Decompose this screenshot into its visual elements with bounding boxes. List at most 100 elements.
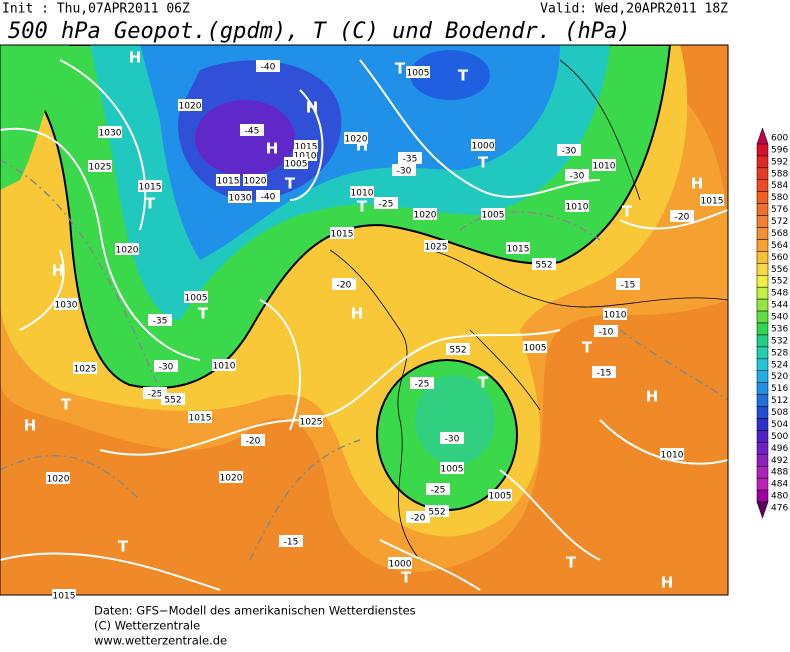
label-box: [332, 278, 356, 290]
contour-label: 1015: [295, 143, 318, 153]
contour-label: 552: [449, 346, 466, 356]
contour-label: 1030: [55, 301, 78, 311]
contour-label: 1005: [407, 69, 430, 79]
contour-label: -10: [599, 328, 614, 338]
contour-label: 1020: [179, 102, 202, 112]
colorbar-label: 508: [771, 408, 788, 418]
colorbar-box: [756, 179, 769, 192]
contour-label: 552: [164, 396, 181, 406]
colorbar-label: 476: [771, 504, 788, 514]
colorbar-box: [756, 418, 769, 431]
contour-label: 1005: [524, 344, 547, 354]
pressure-center: H: [266, 140, 279, 158]
contour-label: -15: [597, 369, 612, 379]
pressure-center: H: [351, 305, 364, 323]
pressure-center: T: [61, 396, 72, 414]
colorbar-label: 540: [771, 313, 788, 323]
pressure-center: H: [661, 574, 674, 592]
contour-label: 552: [535, 261, 552, 271]
label-box: [446, 343, 470, 355]
contour-label: -25: [379, 200, 394, 210]
contour-label: 1015: [331, 230, 354, 240]
colorbar-label: 584: [771, 181, 788, 191]
colorbar-box: [756, 406, 769, 419]
label-box: [52, 589, 76, 601]
contour-label: 1025: [425, 243, 448, 253]
label-box: [557, 144, 581, 156]
colorbar-label: 488: [771, 468, 788, 478]
map-frame: [0, 44, 729, 596]
footer-source: Daten: GFS−Modell des amerikanischen Wet…: [94, 604, 416, 618]
label-box: [392, 164, 416, 176]
colorbar-box: [756, 143, 769, 157]
label-box: [506, 242, 530, 254]
label-box: [243, 174, 267, 186]
label-box: [603, 308, 627, 320]
label-box: [188, 411, 212, 423]
contour-label: 1005: [285, 160, 308, 170]
colorbar-box: [756, 489, 769, 503]
contour-label: 1025: [74, 365, 97, 375]
contour-label: 1005: [441, 465, 464, 475]
map-title: 500 hPa Geopot.(gpdm), T (C) und Bodendr…: [8, 19, 631, 44]
label-box: [592, 366, 616, 378]
contour-label: -20: [337, 281, 352, 291]
pressure-center: H: [646, 388, 659, 406]
pressure-center: T: [198, 305, 209, 323]
label-box: [228, 191, 252, 203]
colorbar-label: 552: [771, 277, 788, 287]
colorbar-label: 588: [771, 169, 788, 179]
colorbar-label: 556: [771, 265, 788, 275]
colorbar-box: [756, 298, 769, 312]
label-box: [330, 227, 354, 239]
colorbar-box: [756, 346, 769, 360]
label-box: [184, 291, 208, 303]
label-box: [115, 243, 139, 255]
colorbar-label: 492: [771, 456, 788, 466]
contour-label: -45: [245, 127, 260, 137]
label-box: [212, 359, 236, 371]
label-box: [440, 432, 464, 444]
footer-url: www.wetterzentrale.de: [94, 634, 227, 648]
colorbar-label: 544: [771, 301, 788, 311]
contour-label: -20: [411, 514, 426, 524]
footer-copyright: (C) Wetterzentrale: [94, 619, 200, 633]
valid-time: Valid: Wed,20APR2011 18Z: [540, 2, 728, 17]
contour-label: 1015: [701, 197, 724, 207]
colorbar-box: [756, 191, 769, 204]
contour-label: -30: [397, 167, 412, 177]
colorbar-box: [756, 167, 769, 181]
contour-label: 1025: [89, 163, 112, 173]
pressure-center: T: [357, 198, 368, 216]
label-box: [148, 314, 172, 326]
contour-label: 1020: [244, 177, 267, 187]
colorbar-box: [756, 215, 769, 228]
contour-label: 1005: [489, 492, 512, 502]
pressure-center: T: [145, 195, 156, 213]
label-box: [46, 472, 70, 484]
pressure-center: T: [566, 554, 577, 572]
contour-label: -25: [431, 486, 446, 496]
contour-label: -30: [159, 363, 174, 373]
label-box: [471, 139, 495, 151]
colorbar-label: 484: [771, 480, 788, 490]
pressure-center: T: [285, 175, 296, 193]
label-box: [670, 210, 694, 222]
contour-label: 1010: [213, 362, 236, 372]
colorbar-box: [756, 382, 769, 395]
label-box: [344, 132, 368, 144]
label-box: [481, 208, 505, 220]
contour-label: 1020: [414, 211, 437, 221]
contour-label: -30: [445, 435, 460, 445]
colorbar-label: 560: [771, 253, 788, 263]
colorbar-label: 600: [771, 134, 788, 144]
contour-label: 1020: [345, 135, 368, 145]
map-field: [0, 45, 728, 595]
label-box: [98, 126, 122, 138]
label-box: [406, 511, 430, 523]
contour-label: -40: [261, 193, 276, 203]
label-box: [219, 471, 243, 483]
contour-label: -15: [621, 281, 636, 291]
pressure-center: T: [478, 374, 489, 392]
